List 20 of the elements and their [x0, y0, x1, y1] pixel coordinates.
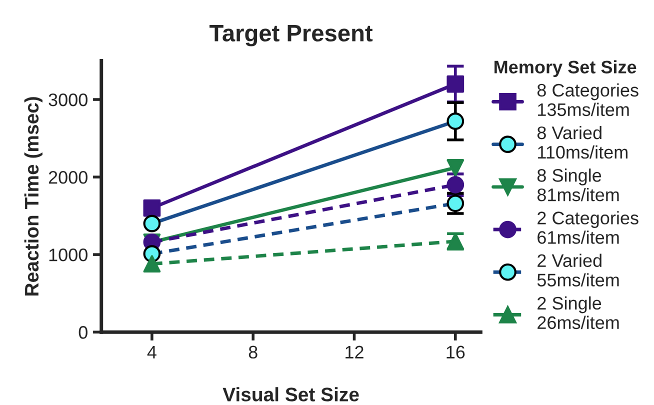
y-tick-label: 2000	[48, 170, 88, 184]
y-tick-label: 3000	[48, 93, 88, 106]
legend-label: 2 Single 26ms/item	[538, 296, 619, 330]
legend-label: 2 Categories 61ms/item	[538, 211, 638, 244]
y-axis-title: Reaction Time (msec)	[24, 97, 42, 296]
legend-label: 8 Single 81ms/item	[537, 168, 619, 202]
legend-label: 8 Categories 135ms/item	[537, 83, 638, 116]
point	[446, 75, 464, 93]
y-tick-label: 1000	[49, 248, 88, 262]
legend-label: 8 Varied 110ms/item	[537, 126, 628, 159]
x-tick-label: 12	[346, 346, 364, 358]
chart-title: Target Present	[210, 25, 373, 46]
legend-title: Memory Set Size	[494, 60, 636, 78]
x-tick-label: 4	[147, 346, 156, 358]
x-axis-title: Visual Set Size	[222, 387, 359, 402]
x-tick-label: 8	[248, 346, 258, 359]
x-tick-label: 16	[446, 346, 465, 359]
y-tick-label: 0	[78, 326, 88, 339]
point	[143, 199, 161, 217]
legend-label: 2 Varied 55ms/item	[537, 254, 619, 286]
